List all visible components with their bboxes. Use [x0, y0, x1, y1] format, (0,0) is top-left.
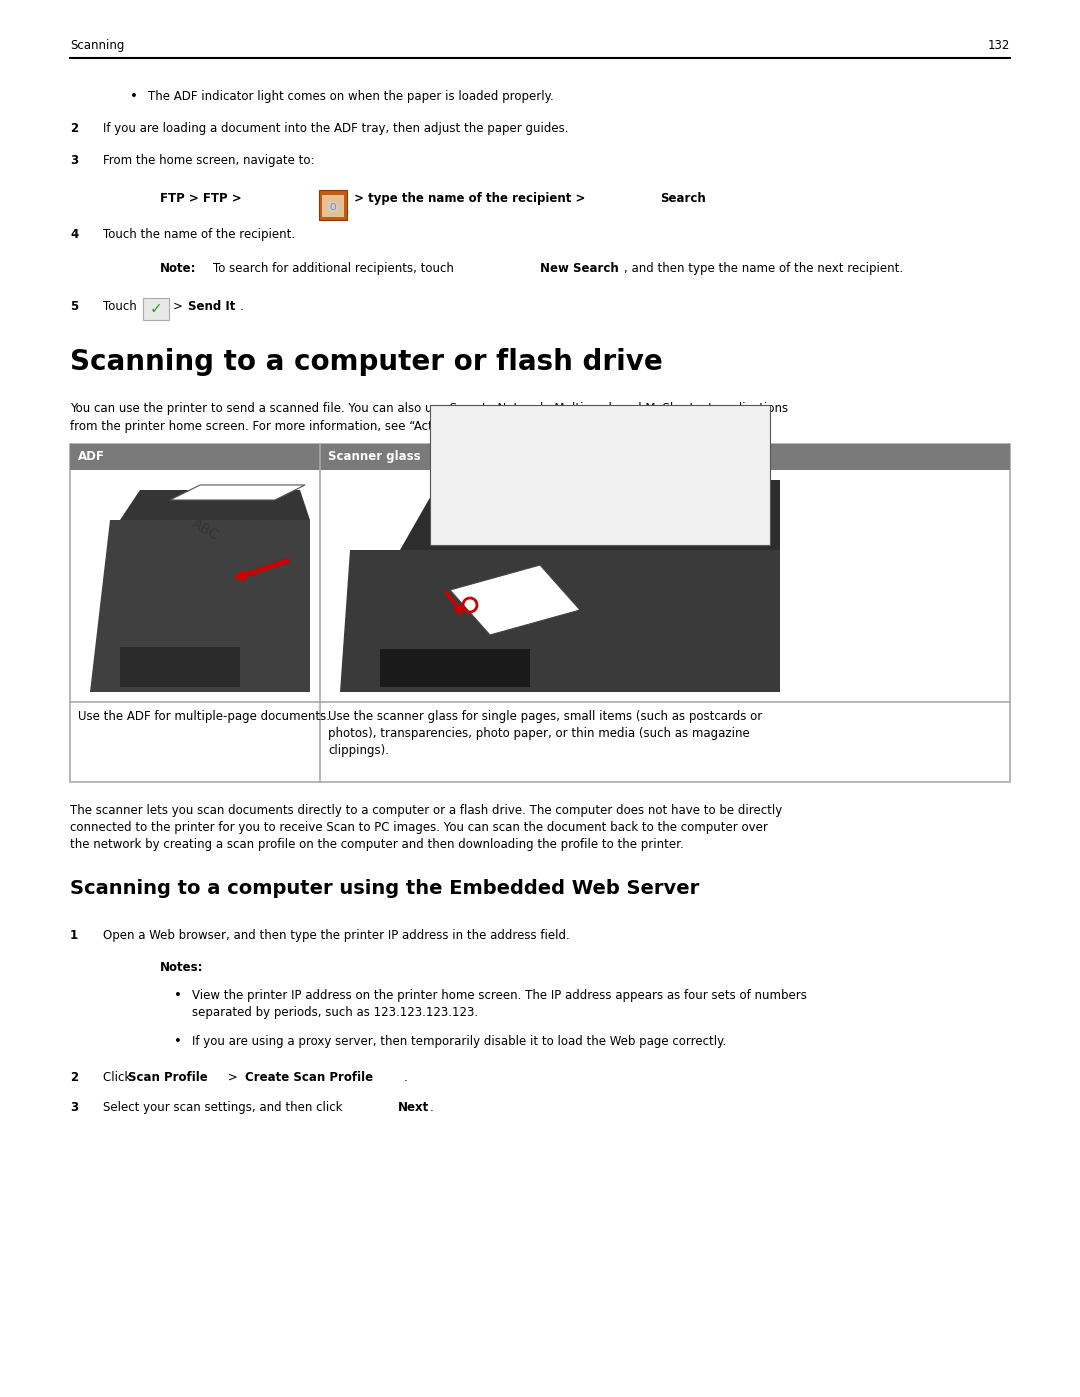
Text: >: >: [173, 300, 187, 313]
Text: Next: Next: [399, 1101, 429, 1113]
Text: ABC: ABC: [189, 517, 221, 543]
Text: Scanning: Scanning: [70, 39, 124, 52]
Text: New Search: New Search: [540, 263, 619, 275]
Text: .: .: [404, 1071, 408, 1084]
Polygon shape: [450, 564, 580, 636]
Text: To search for additional recipients, touch: To search for additional recipients, tou…: [213, 263, 458, 275]
Text: .: .: [240, 300, 244, 313]
Text: photos), transparencies, photo paper, or thin media (such as magazine: photos), transparencies, photo paper, or…: [328, 726, 750, 740]
Polygon shape: [90, 520, 310, 692]
Text: If you are loading a document into the ADF tray, then adjust the paper guides.: If you are loading a document into the A…: [103, 122, 568, 136]
Text: The ADF indicator light comes on when the paper is loaded properly.: The ADF indicator light comes on when th…: [148, 89, 554, 103]
Text: Scan Profile: Scan Profile: [129, 1071, 207, 1084]
Text: Note:: Note:: [160, 263, 197, 275]
Polygon shape: [120, 490, 310, 520]
Text: 132: 132: [987, 39, 1010, 52]
Text: Click: Click: [103, 1071, 135, 1084]
Text: .: .: [430, 1101, 434, 1113]
Text: Use the ADF for multiple-page documents.: Use the ADF for multiple-page documents.: [78, 710, 330, 724]
Text: 2: 2: [70, 1071, 78, 1084]
Text: From the home screen, navigate to:: From the home screen, navigate to:: [103, 154, 314, 168]
Text: 2: 2: [70, 122, 78, 136]
Polygon shape: [340, 550, 780, 692]
Text: 1: 1: [70, 929, 78, 942]
Text: •: •: [130, 89, 138, 103]
Text: 4: 4: [70, 228, 78, 242]
Text: •: •: [174, 1035, 181, 1048]
Text: ✓: ✓: [150, 302, 162, 317]
Text: the network by creating a scan profile on the computer and then downloading the : the network by creating a scan profile o…: [70, 838, 684, 851]
FancyBboxPatch shape: [143, 298, 168, 320]
Text: Scanning to a computer or flash drive: Scanning to a computer or flash drive: [70, 348, 663, 376]
FancyBboxPatch shape: [319, 190, 347, 219]
Text: 3: 3: [70, 154, 78, 168]
Text: Touch the name of the recipient.: Touch the name of the recipient.: [103, 228, 295, 242]
Text: Open a Web browser, and then type the printer IP address in the address field.: Open a Web browser, and then type the pr…: [103, 929, 570, 942]
Text: separated by periods, such as 123.123.123.123.: separated by periods, such as 123.123.12…: [192, 1006, 478, 1018]
Text: The scanner lets you scan documents directly to a computer or a flash drive. The: The scanner lets you scan documents dire…: [70, 805, 782, 817]
Text: 3: 3: [70, 1101, 78, 1113]
FancyBboxPatch shape: [430, 405, 770, 545]
Text: Use the scanner glass for single pages, small items (such as postcards or: Use the scanner glass for single pages, …: [328, 710, 762, 724]
Text: from the printer home screen. For more information, see “Activating the home scr: from the printer home screen. For more i…: [70, 420, 732, 433]
Polygon shape: [400, 481, 780, 550]
Text: •: •: [174, 989, 181, 1002]
Text: clippings).: clippings).: [328, 745, 389, 757]
Text: You can use the printer to send a scanned file. You can also use Scan to Network: You can use the printer to send a scanne…: [70, 402, 788, 415]
FancyBboxPatch shape: [322, 196, 345, 217]
Text: Touch: Touch: [103, 300, 140, 313]
Text: Select your scan settings, and then click: Select your scan settings, and then clic…: [103, 1101, 347, 1113]
Text: If you are using a proxy server, then temporarily disable it to load the Web pag: If you are using a proxy server, then te…: [192, 1035, 726, 1048]
Text: 5: 5: [70, 300, 78, 313]
FancyBboxPatch shape: [70, 444, 1010, 782]
Text: >: >: [224, 1071, 241, 1084]
Text: ADF: ADF: [78, 450, 105, 462]
Text: Send It: Send It: [188, 300, 235, 313]
FancyBboxPatch shape: [120, 647, 240, 687]
Circle shape: [328, 203, 338, 212]
Text: > type the name of the recipient >: > type the name of the recipient >: [350, 191, 590, 205]
FancyBboxPatch shape: [380, 650, 530, 687]
Text: Scanner glass: Scanner glass: [328, 450, 420, 462]
Text: Create Scan Profile: Create Scan Profile: [245, 1071, 373, 1084]
Polygon shape: [170, 485, 305, 500]
Text: , and then type the name of the next recipient.: , and then type the name of the next rec…: [624, 263, 903, 275]
Text: O: O: [329, 203, 336, 211]
FancyBboxPatch shape: [70, 444, 1010, 469]
Text: Search: Search: [660, 191, 705, 205]
Text: View the printer IP address on the printer home screen. The IP address appears a: View the printer IP address on the print…: [192, 989, 807, 1002]
Text: Notes:: Notes:: [160, 961, 203, 974]
Text: connected to the printer for you to receive Scan to PC images. You can scan the : connected to the printer for you to rece…: [70, 821, 768, 834]
Text: Scanning to a computer using the Embedded Web Server: Scanning to a computer using the Embedde…: [70, 879, 699, 898]
Text: FTP > FTP >: FTP > FTP >: [160, 191, 246, 205]
